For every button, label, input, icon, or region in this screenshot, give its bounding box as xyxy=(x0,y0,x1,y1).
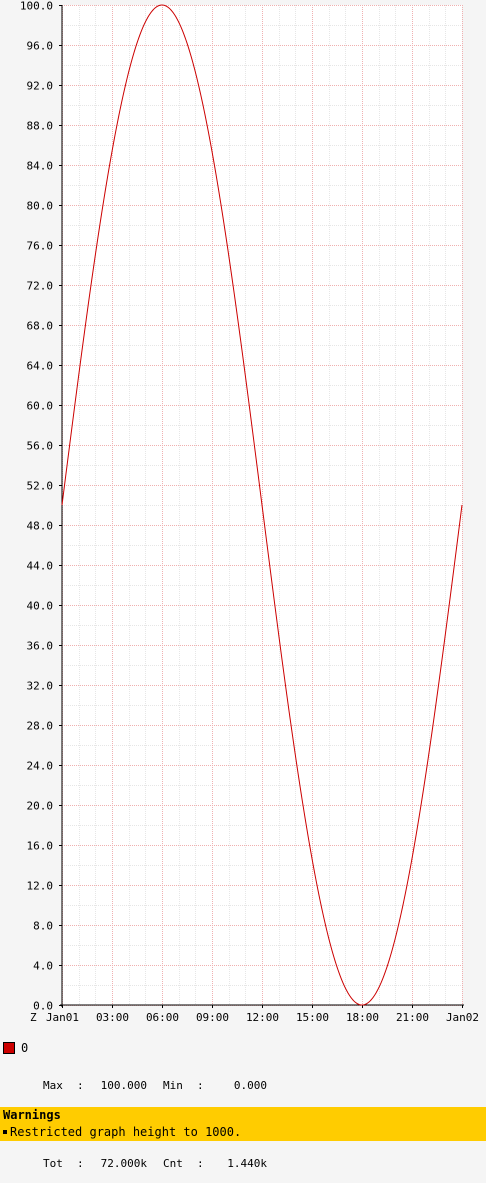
y-tick-label: 0.0 xyxy=(33,1000,53,1013)
y-tick-label: 100.0 xyxy=(20,0,53,13)
x-tick-label: 03:00 xyxy=(96,1011,129,1024)
y-tick-label: 44.0 xyxy=(27,560,54,573)
y-tick-label: 64.0 xyxy=(27,360,54,373)
y-tick-label: 72.0 xyxy=(27,280,54,293)
y-tick-label: 28.0 xyxy=(27,720,54,733)
y-tick-labels: 0.0 4.0 8.0 12.0 16.0 20.0 24.0 28.0 32.0 36.0 40.… xyxy=(20,0,53,1013)
x-tick-label: 15:00 xyxy=(296,1011,329,1024)
series-line-0 xyxy=(61,4,463,1006)
y-tick-label: 48.0 xyxy=(27,520,54,533)
y-tick-label: 52.0 xyxy=(27,480,54,493)
bullet-icon xyxy=(3,1130,7,1134)
y-tick-label: 80.0 xyxy=(27,200,54,213)
legend-swatch xyxy=(3,1042,15,1054)
y-tick-label: 32.0 xyxy=(27,680,54,693)
stat-label: Min xyxy=(163,1079,183,1092)
legend-series-name: 0 xyxy=(21,1041,29,1055)
stat-label: Max xyxy=(43,1079,63,1092)
y-tick-label: 84.0 xyxy=(27,160,54,173)
warning-text: Restricted graph height to 1000. xyxy=(10,1125,242,1139)
x-tick-label: Jan01 xyxy=(46,1011,79,1024)
x-tick-label: 21:00 xyxy=(396,1011,429,1024)
timezone-label: Z xyxy=(30,1011,37,1024)
x-tick-label: 06:00 xyxy=(146,1011,179,1024)
stat-max: 100.000 xyxy=(100,1079,147,1092)
x-tick-label: 12:00 xyxy=(246,1011,279,1024)
y-tick-label: 56.0 xyxy=(27,440,54,453)
y-tick-label: 4.0 xyxy=(33,960,53,973)
stats-row: Max:100.000 Min:0.000 xyxy=(43,1079,267,1092)
legend: 0 xyxy=(3,1040,28,1056)
y-tick-label: 24.0 xyxy=(27,760,54,773)
stats-row: Tot:72.000k Cnt:1.440k xyxy=(43,1157,267,1170)
y-tick-label: 60.0 xyxy=(27,400,54,413)
y-tick-label: 96.0 xyxy=(27,40,54,53)
stat-tot: 72.000k xyxy=(100,1157,147,1170)
y-tick-label: 12.0 xyxy=(27,880,54,893)
stat-cnt: 1.440k xyxy=(227,1157,267,1170)
warnings-title: Warnings xyxy=(3,1108,61,1122)
x-tick-labels: Jan01 03:00 06:00 09:00 12:00 15:00 18:00 21:00… xyxy=(46,1011,479,1024)
x-tick-label: Jan02 xyxy=(446,1011,479,1024)
stat-min: 0.000 xyxy=(233,1079,267,1092)
y-tick-label: 76.0 xyxy=(27,240,54,253)
stat-label: Tot xyxy=(43,1157,63,1170)
y-tick-label: 8.0 xyxy=(33,920,53,933)
warning-item: Restricted graph height to 1000. xyxy=(3,1125,241,1139)
stat-label: Cnt xyxy=(163,1157,183,1170)
y-tick-label: 92.0 xyxy=(27,80,54,93)
y-tick-label: 20.0 xyxy=(27,800,54,813)
y-tick-label: 36.0 xyxy=(27,640,54,653)
y-tick-label: 40.0 xyxy=(27,600,54,613)
warnings-panel: Warnings Restricted graph height to 1000… xyxy=(0,1107,486,1141)
x-tick-label: 18:00 xyxy=(346,1011,379,1024)
line-chart: 0.0 4.0 8.0 12.0 16.0 20.0 24.0 28.0 32.0 36.0 40.… xyxy=(20,0,479,1024)
y-tick-label: 16.0 xyxy=(27,840,54,853)
y-tick-label: 88.0 xyxy=(27,120,54,133)
y-tick-label: 68.0 xyxy=(27,320,54,333)
x-tick-label: 09:00 xyxy=(196,1011,229,1024)
